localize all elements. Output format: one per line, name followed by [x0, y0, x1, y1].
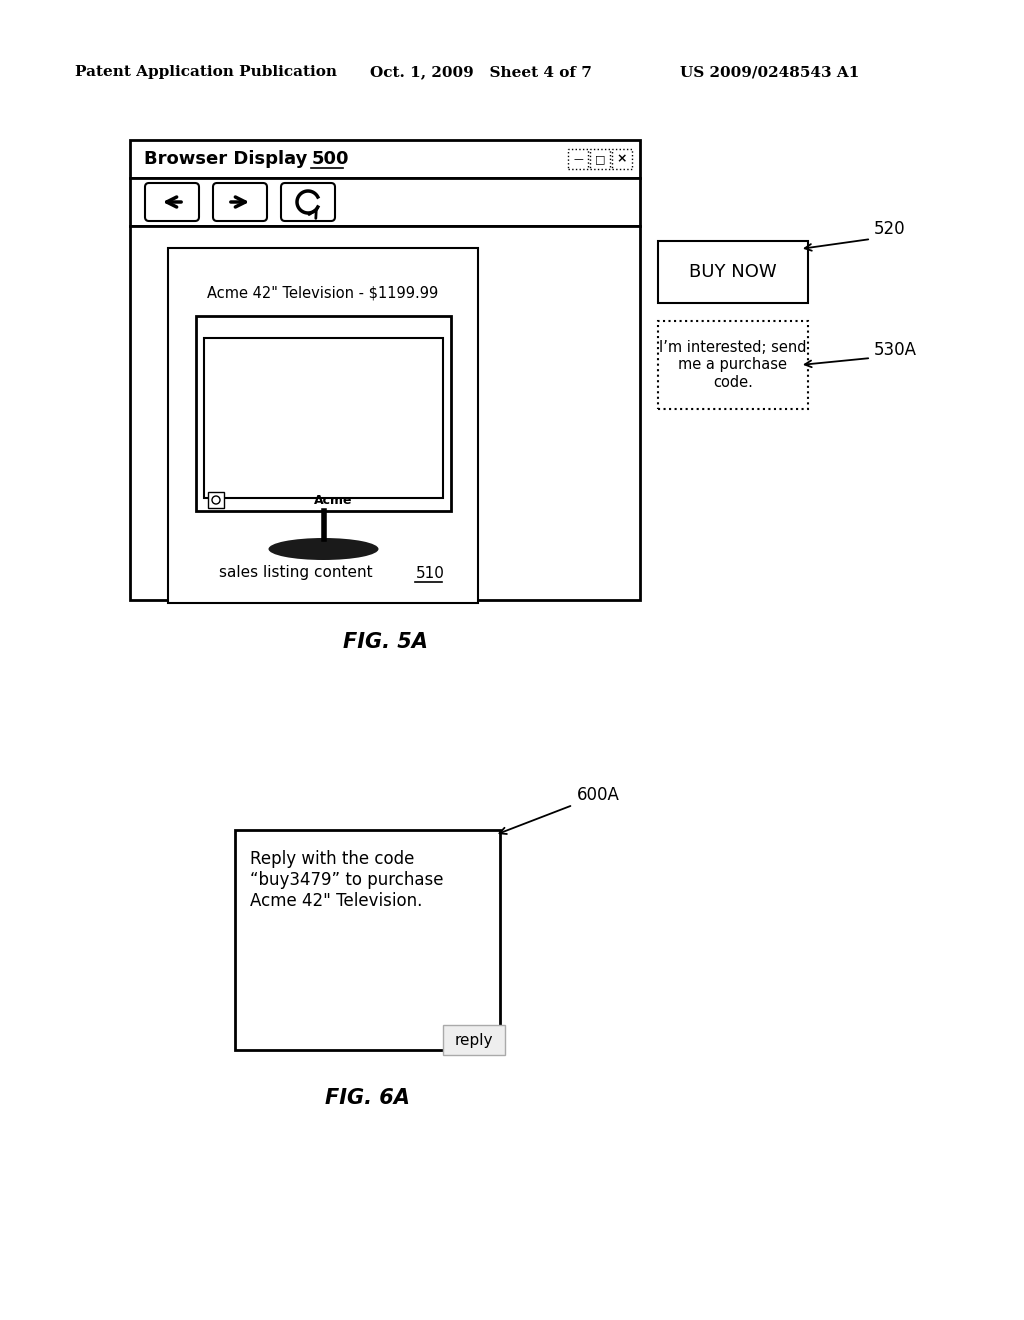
Text: —: — — [573, 154, 583, 164]
FancyBboxPatch shape — [281, 183, 335, 220]
Text: 520: 520 — [874, 220, 905, 238]
Bar — [130, 140, 640, 178]
Text: ×: × — [616, 153, 628, 165]
Text: Acme: Acme — [314, 494, 352, 507]
Bar — [658, 321, 808, 409]
Bar — [612, 149, 632, 169]
Text: □: □ — [595, 154, 605, 164]
Ellipse shape — [268, 539, 379, 560]
Text: US 2009/0248543 A1: US 2009/0248543 A1 — [680, 65, 859, 79]
Text: 530A: 530A — [874, 341, 918, 359]
Bar — [590, 149, 610, 169]
Bar — [130, 226, 640, 601]
Text: BUY NOW: BUY NOW — [689, 263, 777, 281]
FancyBboxPatch shape — [213, 183, 267, 220]
Bar — [130, 178, 640, 226]
Text: reply: reply — [455, 1032, 494, 1048]
Text: 510: 510 — [416, 565, 444, 581]
Bar — [196, 315, 451, 511]
Text: Browser Display: Browser Display — [144, 150, 313, 168]
FancyBboxPatch shape — [145, 183, 199, 220]
Bar — [168, 248, 478, 603]
Text: Acme 42" Television - $1199.99: Acme 42" Television - $1199.99 — [208, 285, 438, 301]
Bar — [208, 492, 224, 508]
Bar — [443, 1026, 505, 1055]
Bar — [204, 338, 443, 498]
Text: Oct. 1, 2009   Sheet 4 of 7: Oct. 1, 2009 Sheet 4 of 7 — [370, 65, 592, 79]
Text: Patent Application Publication: Patent Application Publication — [75, 65, 337, 79]
Bar — [234, 830, 500, 1049]
Text: FIG. 6A: FIG. 6A — [325, 1088, 410, 1107]
Text: Reply with the code
“buy3479” to purchase
Acme 42" Television.: Reply with the code “buy3479” to purchas… — [250, 850, 443, 909]
Text: I’m interested; send
me a purchase
code.: I’m interested; send me a purchase code. — [659, 341, 807, 389]
Bar — [568, 149, 588, 169]
Bar — [658, 242, 808, 304]
Text: 500: 500 — [312, 150, 349, 168]
Ellipse shape — [212, 496, 220, 504]
Text: FIG. 5A: FIG. 5A — [343, 632, 427, 652]
Text: 600A: 600A — [577, 785, 620, 804]
Text: sales listing content: sales listing content — [219, 565, 377, 581]
